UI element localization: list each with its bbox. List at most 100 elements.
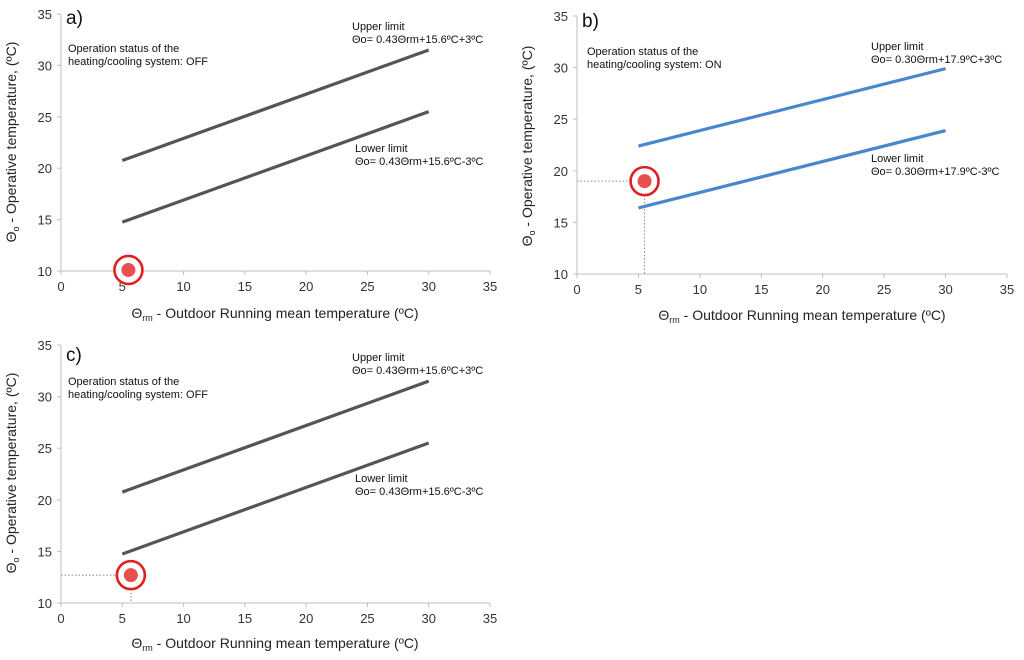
lower-limit-line — [638, 129, 946, 210]
y-tick-label: 35 — [38, 7, 52, 22]
upper-limit-line — [121, 48, 430, 162]
y-axis-title: Θo - Operative temperature, (ºC) — [519, 46, 537, 247]
y-axis-subscript: o — [11, 557, 21, 562]
x-tick-label: 5 — [635, 282, 642, 297]
y-axis-symbol: Θ — [519, 235, 535, 246]
upper-limit-formula: Θo= 0.30Θrm+17.9ºC+3ºC — [871, 54, 1002, 66]
x-axis-subscript: rm — [142, 643, 153, 653]
y-tick-label: 30 — [38, 58, 52, 73]
x-tick-label: 30 — [421, 611, 435, 626]
y-tick-label: 15 — [38, 544, 52, 559]
data-point — [123, 568, 138, 583]
chart-panel-c: 0 5 10 15 20 25 30 35 10 15 20 25 30 35 c) Operation st… — [0, 330, 512, 660]
panel-label: a) — [66, 8, 83, 29]
x-axis-symbol: Θ — [131, 305, 142, 321]
x-tick-label: 0 — [573, 282, 580, 297]
y-axis-title: Θo - Operative temperature, (ºC) — [3, 373, 21, 574]
x-tick-label: 5 — [119, 611, 126, 626]
x-tick-label: 0 — [57, 279, 64, 294]
x-tick-label: 35 — [1000, 282, 1014, 297]
y-axis-text: - Operative temperature, (ºC) — [519, 46, 535, 231]
upper-limit-line — [638, 67, 946, 148]
y-tick-label: 35 — [38, 338, 52, 353]
x-tick-label: 20 — [815, 282, 829, 297]
x-tick-label: 10 — [176, 611, 190, 626]
x-axis-subscript: rm — [142, 313, 153, 323]
panel-label: b) — [582, 11, 599, 32]
y-tick-label: 20 — [38, 161, 52, 176]
x-axis-title: Θrm - Outdoor Running mean temperature (… — [131, 635, 418, 653]
x-tick-label: 30 — [421, 279, 435, 294]
y-tick-label: 15 — [554, 215, 568, 230]
status-line-2: heating/cooling system: ON — [587, 59, 722, 71]
upper-limit-label: Upper limit — [352, 352, 405, 364]
x-axis-text: - Outdoor Running mean temperature (ºC) — [153, 305, 419, 321]
x-axis-title: Θrm - Outdoor Running mean temperature (… — [131, 305, 418, 323]
y-tick-label: 15 — [38, 213, 52, 228]
x-tick-label: 15 — [754, 282, 768, 297]
y-tick-label: 25 — [554, 112, 568, 127]
y-tick-label: 30 — [38, 390, 52, 405]
status-line-1: Operation status of the — [68, 43, 179, 55]
y-tick-label: 25 — [38, 441, 52, 456]
panel-label: c) — [66, 345, 82, 366]
x-axis-text: - Outdoor Running mean temperature (ºC) — [680, 307, 946, 323]
y-axis-symbol: Θ — [3, 231, 19, 242]
lower-limit-formula: Θo= 0.30Θrm+17.9ºC-3ºC — [871, 166, 1000, 178]
x-axis-subscript: rm — [669, 315, 680, 325]
lower-limit-label: Lower limit — [355, 473, 408, 485]
data-point — [121, 262, 136, 277]
lower-limit-label: Lower limit — [871, 153, 924, 165]
x-tick-label: 10 — [176, 279, 190, 294]
y-axis-symbol: Θ — [3, 562, 19, 573]
x-axis-symbol: Θ — [131, 635, 142, 651]
y-tick-label: 25 — [38, 110, 52, 125]
y-axis-text: - Operative temperature, (ºC) — [3, 42, 19, 227]
upper-limit-line — [121, 379, 430, 494]
x-tick-label: 30 — [938, 282, 952, 297]
status-line-2: heating/cooling system: OFF — [68, 389, 208, 401]
x-tick-label: 35 — [483, 611, 497, 626]
y-tick-label: 35 — [554, 9, 568, 24]
lower-limit-label: Lower limit — [355, 143, 408, 155]
y-tick-label: 20 — [38, 493, 52, 508]
lower-limit-line — [121, 110, 430, 224]
x-tick-label: 25 — [360, 611, 374, 626]
x-tick-label: 10 — [693, 282, 707, 297]
data-point — [637, 174, 652, 189]
x-tick-label: 25 — [360, 279, 374, 294]
x-tick-label: 20 — [299, 611, 313, 626]
lower-limit-formula: Θo= 0.43Θrm+15.6ºC-3ºC — [355, 486, 484, 498]
status-line-2: heating/cooling system: OFF — [68, 56, 208, 68]
y-tick-label: 20 — [554, 164, 568, 179]
lower-limit-formula: Θo= 0.43Θrm+15.6ºC-3ºC — [355, 156, 484, 168]
y-axis-subscript: o — [11, 226, 21, 231]
lower-limit-line — [121, 441, 430, 556]
upper-limit-formula: Θo= 0.43Θrm+15.6ºC+3ºC — [352, 365, 483, 377]
y-axis-text: - Operative temperature, (ºC) — [3, 373, 19, 558]
y-tick-label: 30 — [554, 61, 568, 76]
x-axis-text: - Outdoor Running mean temperature (ºC) — [153, 635, 419, 651]
chart-c-svg: 0 5 10 15 20 25 30 35 10 15 20 25 30 35 c) Operation st… — [3, 338, 497, 653]
chart-panel-a: 0 5 10 15 20 25 30 35 10 15 20 25 30 35 a) Operation st… — [0, 0, 512, 330]
upper-limit-formula: Θo= 0.43Θrm+15.6ºC+3ºC — [352, 34, 483, 46]
x-tick-label: 15 — [238, 279, 252, 294]
chart-a-svg: 0 5 10 15 20 25 30 35 10 15 20 25 30 35 a) Operation st… — [3, 7, 497, 323]
y-tick-label: 10 — [38, 264, 52, 279]
chart-b-svg: 0 5 10 15 20 25 30 35 10 15 20 25 30 35 b) Operation st… — [519, 9, 1014, 325]
x-axis-title: Θrm - Outdoor Running mean temperature (… — [658, 307, 945, 325]
x-tick-label: 5 — [119, 279, 126, 294]
y-axis-subscript: o — [527, 230, 537, 235]
x-tick-label: 25 — [877, 282, 891, 297]
upper-limit-label: Upper limit — [352, 21, 405, 33]
y-tick-label: 10 — [38, 596, 52, 611]
x-tick-label: 15 — [238, 611, 252, 626]
y-axis-title: Θo - Operative temperature, (ºC) — [3, 42, 21, 243]
status-line-1: Operation status of the — [68, 376, 179, 388]
x-axis-symbol: Θ — [658, 307, 669, 323]
x-tick-label: 20 — [299, 279, 313, 294]
status-line-1: Operation status of the — [587, 46, 698, 58]
upper-limit-label: Upper limit — [871, 41, 924, 53]
chart-panel-b: 0 5 10 15 20 25 30 35 10 15 20 25 30 35 b) Operation st… — [517, 0, 1024, 330]
x-tick-label: 0 — [57, 611, 64, 626]
